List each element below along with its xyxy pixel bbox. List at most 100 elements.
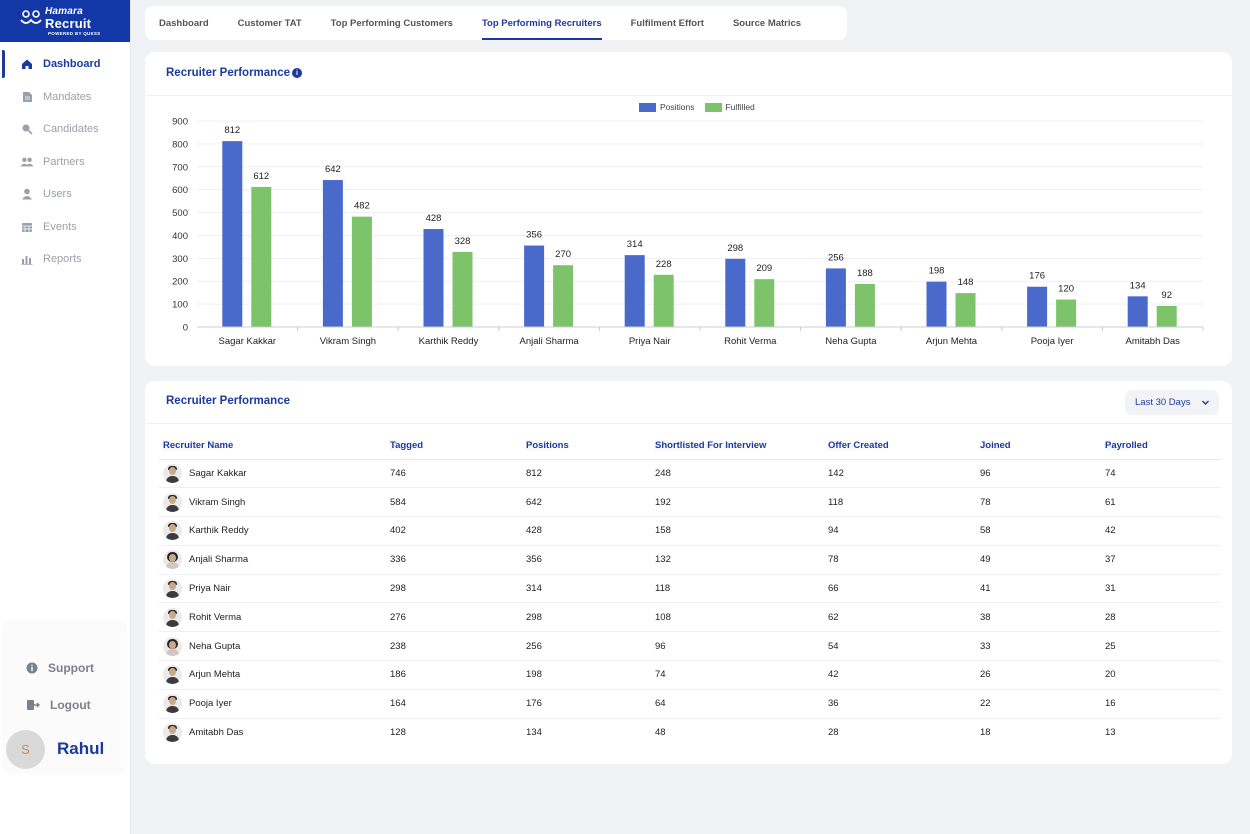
x-tick-label: Amitabh Das [1126, 336, 1181, 347]
user-name[interactable]: Rahul [57, 739, 105, 758]
table-cell: 428 [522, 516, 651, 546]
table-row[interactable]: Pooja Iyer 164 176 64 36 22 16 [159, 689, 1221, 719]
home-icon [20, 57, 34, 71]
tab-customer-tat[interactable]: Customer TAT [237, 17, 302, 29]
support-link[interactable]: Support [26, 661, 94, 675]
y-tick-label: 0 [183, 323, 188, 334]
column-header[interactable]: Positions [522, 432, 651, 460]
table-cell: 64 [651, 689, 824, 719]
table-cell: 176 [522, 689, 651, 719]
tab-top-performing-recruiters[interactable]: Top Performing Recruiters [481, 6, 602, 40]
column-header[interactable]: Offer Created [824, 432, 976, 460]
sidebar: Hamara Recruit POWERED BY QUESS Dashboar… [0, 0, 131, 834]
data-label: 209 [756, 263, 772, 274]
recruiter-name: Amitabh Das [189, 727, 244, 739]
tab-dashboard[interactable]: Dashboard [159, 17, 209, 29]
table-cell: 20 [1101, 660, 1221, 690]
table-cell: 96 [651, 631, 824, 662]
table-row[interactable]: Neha Gupta 238 256 96 54 33 25 [159, 631, 1221, 662]
data-label: 134 [1130, 280, 1146, 291]
recruiter-name-cell: Karthik Reddy [159, 516, 386, 546]
table-cell: 192 [651, 487, 824, 518]
legend-item[interactable]: Positions [639, 102, 695, 112]
table-row[interactable]: Priya Nair 298 314 118 66 41 31 [159, 574, 1221, 604]
table-cell: 118 [651, 574, 824, 604]
data-label: 120 [1058, 284, 1074, 295]
legend-swatch [639, 102, 656, 112]
table-row[interactable]: Rohit Verma 276 298 108 62 38 28 [159, 602, 1221, 633]
table-cell: 812 [522, 459, 651, 489]
x-tick-label: Rohit Verma [724, 336, 777, 347]
table-row[interactable]: Arjun Mehta 186 198 74 42 26 20 [159, 660, 1221, 690]
sidebar-item-dashboard[interactable]: Dashboard [2, 48, 127, 80]
recruiter-name: Sagar Kakkar [189, 467, 247, 479]
recruiter-name-cell: Arjun Mehta [159, 660, 386, 690]
brand-tagline: POWERED BY QUESS [48, 31, 101, 36]
legend-item[interactable]: Fulfilled [704, 102, 755, 112]
column-header-label: Payrolled [1105, 439, 1148, 451]
sidebar-item-events[interactable]: Events [2, 211, 127, 243]
y-tick-label: 300 [172, 254, 188, 265]
recruiter-bar-chart: 0 100 200 300 400 500 600 700 800 900 Sagar Kakkar… [172, 117, 1204, 347]
recruiter-name-cell: Priya Nair [159, 574, 386, 604]
bar-positions [1027, 286, 1048, 327]
period-dropdown-value: Last 30 Days [1135, 397, 1191, 408]
recruiter-table: Recruiter Name Tagged Positions Shortlisted… [159, 432, 1221, 747]
chart-title-text: Recruiter Performance [166, 67, 290, 79]
column-header[interactable]: Tagged [386, 432, 522, 460]
table-card: Recruiter Performance Last 30 Days Recru… [145, 381, 1232, 764]
brand-logo[interactable]: Hamara Recruit POWERED BY QUESS [0, 0, 130, 42]
logout-link[interactable]: Logout [26, 698, 91, 712]
sidebar-item-users[interactable]: Users [2, 178, 127, 210]
tab-fulfilment-effort[interactable]: Fulfilment Effort [630, 17, 704, 29]
sidebar-item-mandates[interactable]: Mandates [2, 81, 127, 113]
dashboard-tabs: Dashboard Customer TAT Top Performing Cust… [145, 6, 847, 40]
info-icon[interactable]: i [292, 68, 302, 78]
column-header[interactable]: Payrolled [1101, 432, 1221, 460]
recruiter-name-cell: Rohit Verma [159, 602, 386, 633]
data-label: 482 [354, 201, 370, 212]
column-header[interactable]: Recruiter Name [159, 432, 386, 460]
info-circle-icon [26, 662, 38, 674]
sidebar-item-partners[interactable]: Partners [2, 146, 127, 178]
user-avatar[interactable]: S [6, 730, 45, 769]
table-body: Sagar Kakkar 746 812 248 142 96 74 Vikram Singh… [159, 459, 1221, 747]
sidebar-item-candidates[interactable]: Candidates [2, 113, 127, 145]
avatar [163, 492, 182, 512]
column-header[interactable]: Joined [976, 432, 1101, 460]
table-cell: 58 [976, 516, 1101, 546]
table-cell: 186 [386, 660, 522, 690]
data-label: 314 [627, 239, 643, 250]
tab-source-matrics[interactable]: Source Matrics [732, 17, 802, 29]
period-dropdown[interactable]: Last 30 Days [1125, 390, 1219, 415]
column-header-label: Tagged [390, 439, 424, 451]
column-header[interactable]: Shortlisted For Interview [651, 432, 824, 460]
x-tick-label: Priya Nair [629, 336, 671, 347]
brand-name-line2: Recruit [45, 16, 92, 31]
data-label: 256 [828, 252, 844, 263]
table-cell: 94 [824, 516, 976, 546]
avatar [163, 550, 182, 570]
column-header-label: Shortlisted For Interview [655, 439, 767, 451]
bar-fulfilled [653, 274, 674, 327]
table-cell: 42 [824, 660, 976, 690]
x-tick-label: Arjun Mehta [926, 336, 978, 347]
tab-top-performing-customers[interactable]: Top Performing Customers [330, 17, 453, 29]
bar-positions [222, 141, 243, 327]
recruiter-name: Anjali Sharma [189, 554, 249, 566]
table-row[interactable]: Anjali Sharma 336 356 132 78 49 37 [159, 545, 1221, 575]
table-row[interactable]: Amitabh Das 128 134 48 28 18 13 [159, 718, 1221, 747]
table-row[interactable]: Sagar Kakkar 746 812 248 142 96 74 [159, 459, 1221, 489]
x-tick-label: Neha Gupta [825, 336, 877, 347]
table-cell: 198 [522, 660, 651, 690]
bar-fulfilled [1156, 305, 1177, 327]
table-cell: 642 [522, 487, 651, 518]
chevron-down-icon [1202, 400, 1209, 405]
brand-name-line1: Hamara [45, 6, 83, 17]
calendar-icon [20, 220, 34, 234]
sidebar-nav: Dashboard Mandates Candidates Partners Users… [2, 44, 127, 294]
sidebar-item-reports[interactable]: Reports [2, 243, 127, 275]
table-row[interactable]: Vikram Singh 584 642 192 118 78 61 [159, 487, 1221, 518]
table-cell: 746 [386, 459, 522, 489]
table-row[interactable]: Karthik Reddy 402 428 158 94 58 42 [159, 516, 1221, 546]
